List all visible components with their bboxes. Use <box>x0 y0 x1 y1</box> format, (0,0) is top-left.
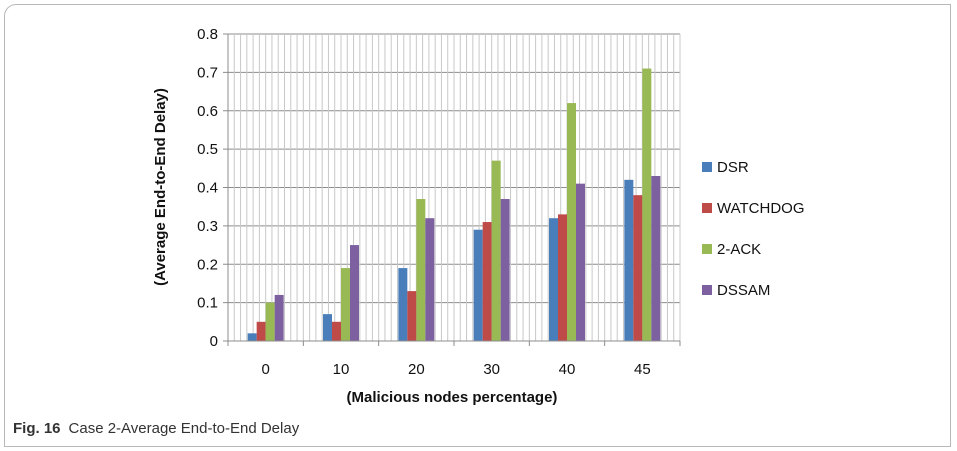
bar-dssam-45 <box>651 175 661 341</box>
bar-watchdog-10 <box>332 321 341 341</box>
x-tick-labels: 0 10 20 30 40 45 <box>261 361 650 378</box>
bar-watchdog-0 <box>256 321 266 341</box>
bar-dsr-0 <box>247 333 257 341</box>
bar-dsr-45 <box>624 179 634 341</box>
y-tick-label: 0.8 <box>197 26 218 43</box>
legend-label-2-ack: 2-ACK <box>717 241 761 258</box>
x-tick-label: 10 <box>333 361 350 378</box>
y-tick-label: 0.6 <box>197 103 218 120</box>
bar-2-ack-0 <box>265 302 275 341</box>
legend-swatch-dsr <box>702 162 712 172</box>
y-tick-label: 0 <box>210 333 218 350</box>
y-tick-label: 0.1 <box>197 295 218 312</box>
bar-watchdog-45 <box>633 195 643 341</box>
y-axis-title: (Average End-to-End Delay) <box>152 88 169 286</box>
y-tick-label: 0.3 <box>197 218 218 235</box>
x-axis-title: (Malicious nodes percentage) <box>347 389 558 406</box>
bar-2-ack-20 <box>416 199 426 341</box>
bar-dsr-30 <box>473 229 483 341</box>
legend-swatch-dssam <box>702 285 712 295</box>
bar-watchdog-30 <box>482 222 492 341</box>
x-tick-label: 40 <box>559 361 576 378</box>
bar-dssam-10 <box>350 245 359 341</box>
y-tick-label: 0.5 <box>197 141 218 158</box>
bar-dssam-30 <box>500 199 510 341</box>
legend-swatch-watchdog <box>702 203 712 213</box>
axes <box>223 33 681 346</box>
legend-label-watchdog: WATCHDOG <box>717 200 805 217</box>
legend-swatch-2-ack <box>702 244 712 254</box>
x-tick-label: 30 <box>483 361 500 378</box>
legend-label-dssam: DSSAM <box>717 282 770 299</box>
x-tick-label: 45 <box>634 361 651 378</box>
bar-dsr-10 <box>323 314 332 341</box>
bar-dssam-20 <box>425 218 435 341</box>
bar-dssam-0 <box>274 294 284 341</box>
bar-2-ack-40 <box>567 103 576 341</box>
figure-number: Fig. 16 <box>13 420 61 437</box>
figure-caption: Fig. 16 Case 2-Average End-to-End Delay <box>13 420 299 437</box>
x-tick-label: 20 <box>408 361 425 378</box>
figure-frame <box>4 4 951 447</box>
bar-watchdog-40 <box>558 214 567 341</box>
grid-lines <box>228 33 681 341</box>
bar-2-ack-10 <box>341 268 350 341</box>
bar-dssam-40 <box>576 183 585 341</box>
y-tick-label: 0.7 <box>197 64 218 81</box>
bar-watchdog-20 <box>407 291 417 341</box>
bar-2-ack-30 <box>491 160 501 341</box>
y-tick-labels: 0 0.1 0.2 0.3 0.4 0.5 0.6 0.7 0.8 <box>197 26 218 350</box>
y-tick-label: 0.2 <box>197 256 218 273</box>
y-tick-label: 0.4 <box>197 180 218 197</box>
bar-2-ack-45 <box>642 68 652 341</box>
bar-dsr-40 <box>549 218 558 341</box>
legend-label-dsr: DSR <box>717 159 749 176</box>
caption-text: Case 2-Average End-to-End Delay <box>68 420 300 437</box>
bar-dsr-20 <box>398 268 408 341</box>
bars <box>247 68 661 341</box>
x-tick-label: 0 <box>261 361 269 378</box>
legend: DSR WATCHDOG 2-ACK DSSAM <box>702 159 805 299</box>
